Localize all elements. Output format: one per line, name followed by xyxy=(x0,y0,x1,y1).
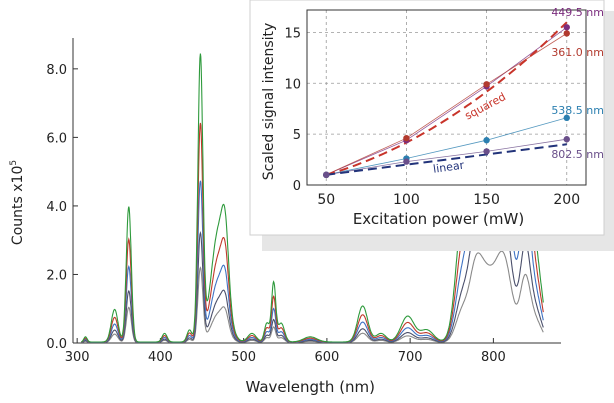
inset-series-line xyxy=(326,117,567,176)
inset-data-point xyxy=(403,158,410,165)
inset-series-line xyxy=(326,138,567,176)
linear-label: linear xyxy=(432,158,465,175)
inset-series-label: 802.5 nm xyxy=(551,148,604,161)
y-tick-label: 4.0 xyxy=(46,200,67,215)
inset-y-label-group: Scaled signal intensity xyxy=(261,23,277,181)
x-tick-label: 500 xyxy=(231,350,256,365)
inset-y-tick-label: 5 xyxy=(293,128,301,143)
x-tick-label: 600 xyxy=(314,350,339,365)
x-tick-label: 800 xyxy=(481,350,506,365)
y-tick-label: 6.0 xyxy=(46,131,67,146)
inset-series-label: 449.5 nm xyxy=(551,6,604,19)
y-axis-label-exponent: 5 xyxy=(9,160,19,166)
x-axis-label: Wavelength (nm) xyxy=(245,378,375,396)
inset-data-point xyxy=(563,24,570,31)
inset-panel xyxy=(249,0,605,236)
inset-x-tick-label: 100 xyxy=(393,192,420,208)
inset-x-tick-label: 50 xyxy=(317,192,335,208)
y-axis-label-text: Counts x10 xyxy=(10,166,26,245)
inset-y-tick-label: 15 xyxy=(284,26,301,41)
y-axis-label-group: Counts x105 xyxy=(9,160,26,245)
y-tick-label: 8.0 xyxy=(46,63,67,78)
linear-reference-line xyxy=(326,143,567,176)
inset-plot-frame xyxy=(306,9,587,186)
inset-data-point xyxy=(563,114,570,122)
inset-series-label: 538.5 nm xyxy=(551,104,604,117)
inset-x-tick-label: 200 xyxy=(553,192,580,208)
inset-y-tick-label: 10 xyxy=(284,77,301,92)
inset-series-line xyxy=(326,26,568,176)
inset-data-point xyxy=(483,137,490,144)
x-tick-label: 400 xyxy=(148,350,173,365)
linear-label-group: linear xyxy=(432,158,465,175)
inset-series-line xyxy=(326,33,568,176)
inset-data-point xyxy=(563,136,570,143)
y-tick-label: 2.0 xyxy=(46,268,67,283)
inset-data-point xyxy=(483,148,490,155)
inset-data-point xyxy=(403,134,410,142)
inset-data-point xyxy=(563,30,570,37)
inset-x-tick-label: 150 xyxy=(473,192,500,208)
inset-y-tick-label: 0 xyxy=(293,179,301,194)
x-tick-label: 700 xyxy=(398,350,423,365)
inset-data-point xyxy=(483,81,490,88)
y-axis-label: Counts x105 xyxy=(9,160,26,245)
inset-x-axis-label: Excitation power (mW) xyxy=(353,210,524,228)
x-tick-label: 300 xyxy=(65,350,90,365)
y-tick-label: 0.0 xyxy=(46,337,67,352)
inset-y-axis-label: Scaled signal intensity xyxy=(261,23,277,181)
squared-reference-line xyxy=(325,21,568,176)
inset-data-point xyxy=(323,171,330,179)
inset-series-label: 361.0 nm xyxy=(551,46,604,59)
